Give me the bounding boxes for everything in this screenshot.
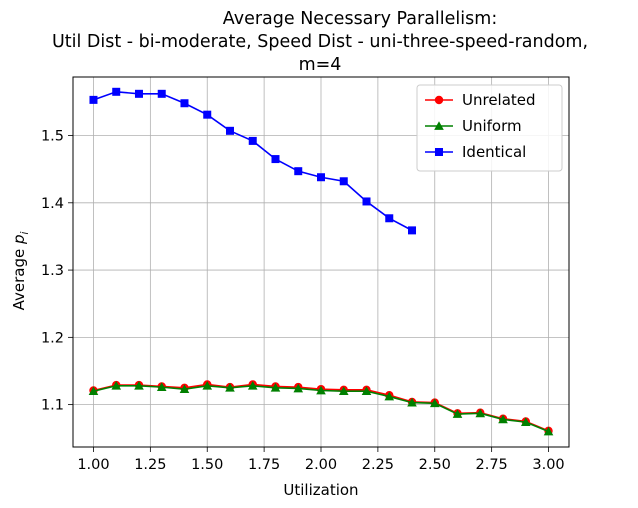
data-point-identical [294, 167, 303, 176]
data-point-identical [225, 126, 234, 135]
data-point-uniform [520, 417, 531, 426]
x-tick-label: 2.00 [305, 457, 337, 473]
x-tick-label: 3.00 [532, 457, 564, 473]
chart-title-line-1: Average Necessary Parallelism: [223, 9, 497, 29]
y-axis-label-symbol: p [10, 235, 28, 246]
legend-item-unrelated: Unrelated [425, 91, 536, 109]
data-point-uniform [429, 398, 440, 408]
legend-label-identical: Identical [462, 143, 526, 161]
data-point-uniform [338, 386, 349, 396]
data-point-uniform [156, 382, 167, 391]
data-point-uniform [361, 386, 372, 396]
data-point-identical [362, 197, 371, 206]
legend: Unrelated Uniform Identical [416, 84, 563, 172]
data-point-identical [385, 214, 394, 223]
y-axis-label-text: Average [10, 244, 28, 310]
legend-label-uniform: Uniform [462, 117, 522, 135]
legend-box [416, 84, 563, 172]
legend-marker-uniform [434, 121, 444, 130]
data-point-uniform [452, 409, 463, 418]
y-tick-label: 1.2 [41, 330, 64, 346]
y-tick-label: 1.5 [41, 129, 64, 145]
data-point-uniform [134, 380, 144, 390]
y-tick-label: 1.1 [41, 398, 64, 414]
x-tick-label: 1.50 [191, 457, 223, 473]
data-point-identical [317, 173, 325, 182]
data-point-identical [248, 136, 257, 145]
legend-marker-unrelated [434, 95, 444, 105]
data-point-uniform [407, 397, 417, 407]
legend-item-uniform: Uniform [425, 117, 522, 135]
data-point-uniform [225, 383, 235, 392]
data-point-identical [134, 89, 143, 98]
y-tick-label: 1.4 [41, 196, 64, 212]
data-point-uniform [475, 408, 486, 418]
data-point-identical [89, 95, 98, 104]
y-axis-label-subscript: i [19, 232, 31, 235]
legend-item-identical: Identical [425, 143, 526, 161]
data-point-uniform [384, 391, 395, 401]
legend-label-unrelated: Unrelated [462, 91, 536, 109]
data-point-uniform [88, 386, 99, 396]
x-tick-label: 2.50 [419, 457, 451, 473]
x-tick-label: 1.25 [134, 457, 166, 473]
series-layer [88, 87, 554, 436]
x-axis: 1.00 1.25 1.50 1.75 2.00 2.25 2.50 2.75 3.00 [77, 447, 565, 473]
x-tick-label: 2.75 [475, 457, 507, 473]
x-tick-label: 1.00 [77, 457, 109, 473]
chart-title: Average Necessary Parallelism: Util Dist… [52, 9, 588, 75]
y-axis-label: Average pi [10, 232, 31, 311]
data-point-identical [271, 155, 280, 164]
y-tick-label: 1.3 [41, 263, 64, 279]
y-axis: 1.1 1.2 1.3 1.4 1.5 [41, 129, 73, 414]
data-point-uniform [111, 380, 122, 390]
data-point-identical [157, 89, 166, 98]
series-line-identical [93, 90, 413, 232]
data-point-uniform [498, 414, 508, 424]
data-point-identical [339, 177, 348, 186]
data-point-uniform [247, 380, 258, 390]
data-point-identical [203, 110, 212, 119]
chart-title-line-2: Util Dist - bi-moderate, Speed Dist - un… [52, 32, 588, 52]
x-axis-label: Utilization [283, 481, 358, 499]
data-point-uniform [543, 426, 554, 436]
series-identical [89, 87, 417, 235]
series-uniform [88, 380, 554, 436]
data-point-identical [408, 226, 417, 235]
legend-marker-identical [435, 148, 443, 156]
data-point-uniform [270, 383, 281, 392]
chart-title-line-3: m=4 [299, 55, 342, 75]
data-point-uniform [202, 380, 213, 390]
data-point-identical [180, 99, 189, 108]
data-point-uniform [316, 385, 326, 395]
data-point-uniform [293, 383, 304, 393]
x-tick-label: 2.25 [362, 457, 394, 473]
x-tick-label: 1.75 [248, 457, 280, 473]
data-point-uniform [179, 384, 190, 393]
data-point-identical [112, 87, 121, 96]
